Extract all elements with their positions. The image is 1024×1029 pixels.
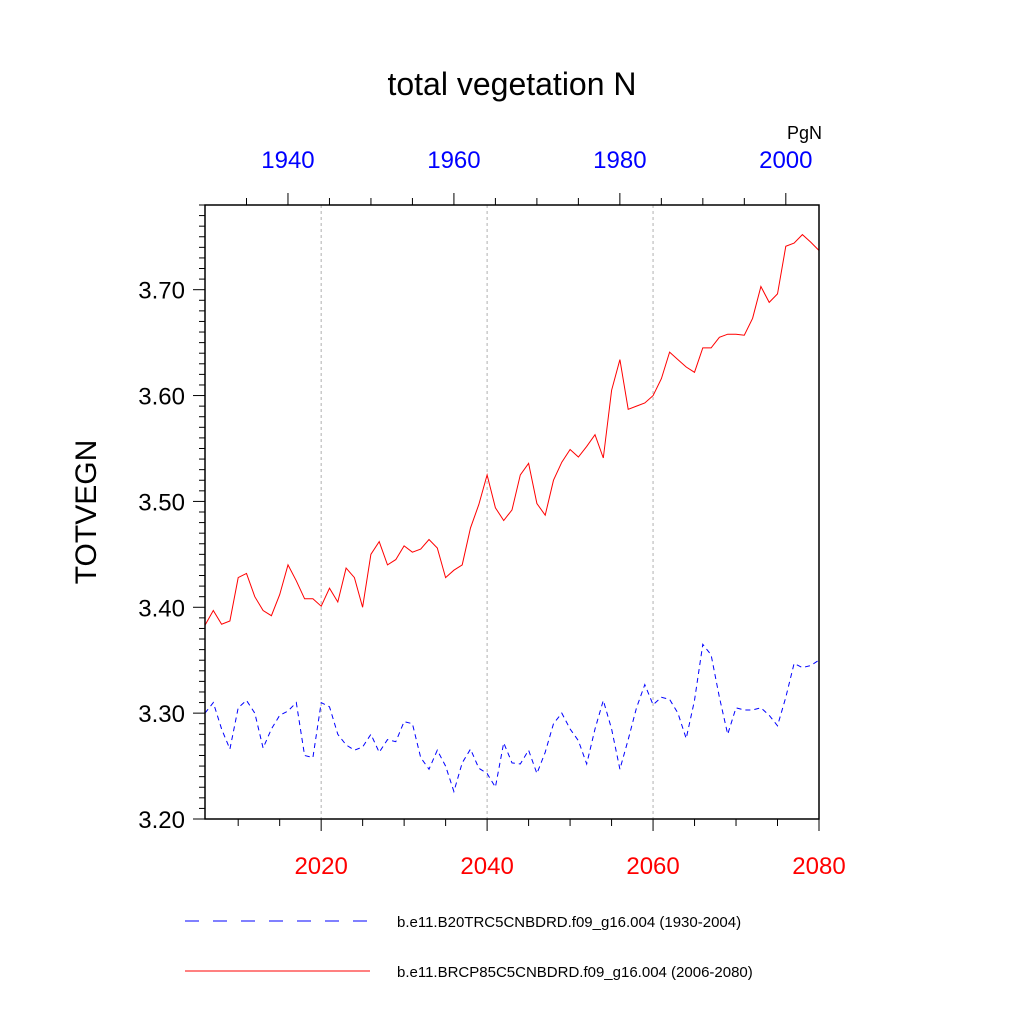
- chart-title: total vegetation N: [387, 66, 636, 102]
- x-bottom-tick-label: 2040: [460, 853, 513, 880]
- y-tick-label: 3.70: [138, 278, 185, 305]
- x-top-tick-label: 1960: [427, 147, 480, 174]
- x-top-tick-label: 2000: [759, 147, 812, 174]
- legend-label-1: b.e11.B20TRC5CNBDRD.f09_g16.004 (1930-20…: [397, 914, 741, 931]
- axes: 3.20 3.30 3.40 3.50 3.60 3.70 2020 2040 2060 2080…: [138, 147, 845, 880]
- x-bottom-tick-label: 2060: [626, 853, 679, 880]
- x-bottom-tick-label: 2080: [792, 853, 845, 880]
- x-bottom-tick-label: 2020: [294, 853, 347, 880]
- plot-frame: [204, 204, 820, 820]
- x-top-tick-label: 1940: [261, 147, 314, 174]
- y-tick-label: 3.60: [138, 384, 185, 411]
- y-tick-label: 3.30: [138, 701, 185, 728]
- legend-label-2: b.e11.BRCP85C5CNBDRD.f09_g16.004 (2006-2…: [397, 964, 753, 981]
- series-line-1: [204, 643, 820, 794]
- legend: b.e11.B20TRC5CNBDRD.f09_g16.004 (1930-20…: [185, 914, 753, 981]
- y-tick-label: 3.20: [138, 807, 185, 834]
- y-axis-label: TOTVEGN: [70, 440, 103, 584]
- units-label: PgN: [787, 123, 822, 143]
- x-top-tick-label: 1980: [593, 147, 646, 174]
- grid-lines: [320, 205, 654, 819]
- series-lines: [204, 233, 820, 794]
- y-tick-label: 3.50: [138, 489, 185, 516]
- series-line-2: [204, 233, 820, 626]
- y-tick-label: 3.40: [138, 595, 185, 622]
